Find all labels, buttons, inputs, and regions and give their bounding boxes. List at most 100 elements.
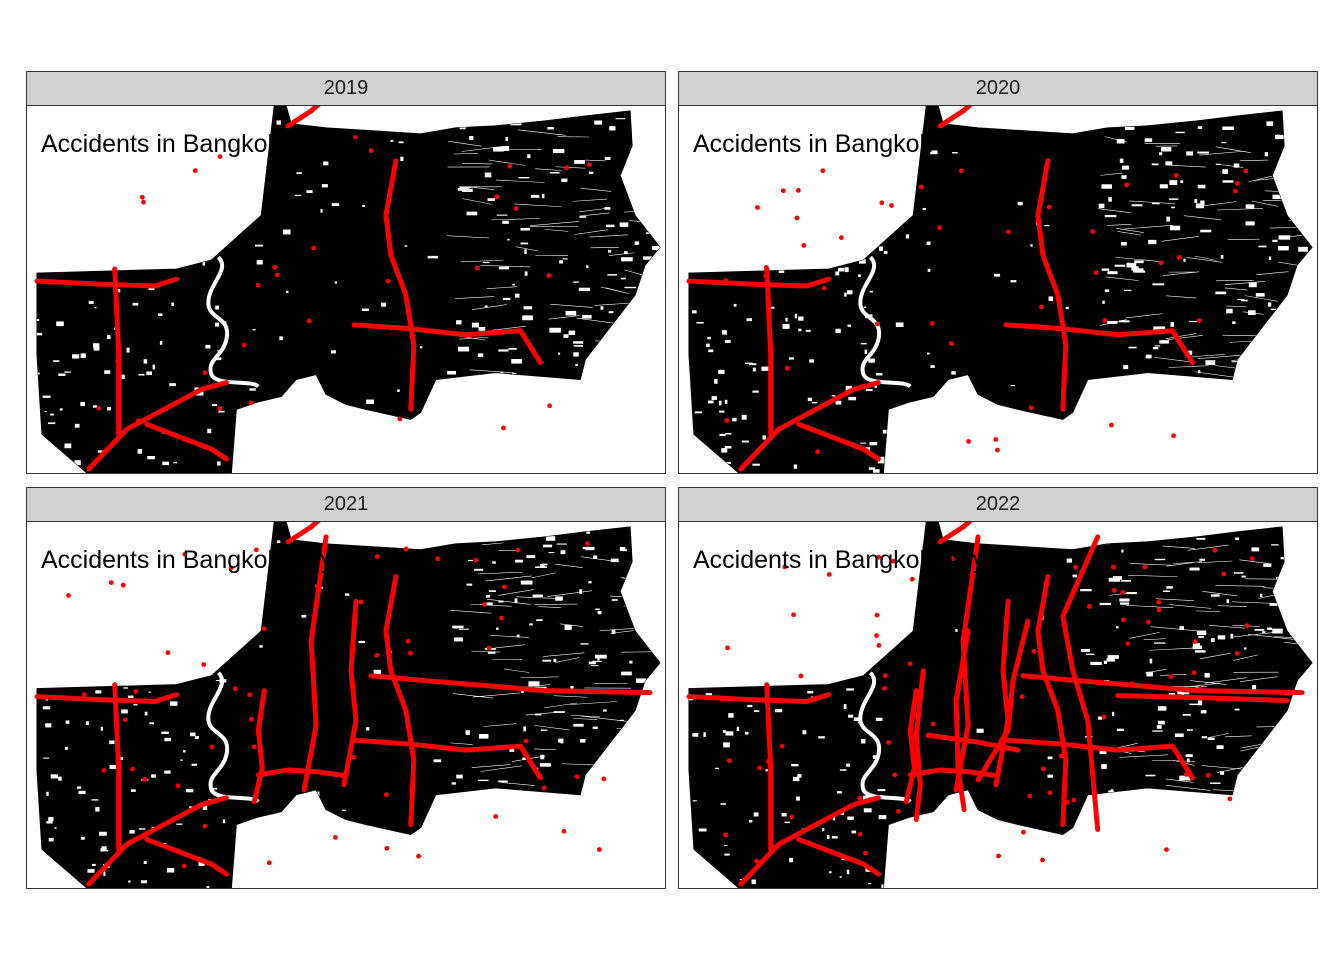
accident-point <box>202 370 208 376</box>
facet-panel-2021: 2021 Accidents in Bangkok by year <box>26 487 666 889</box>
accident-point <box>1046 204 1052 210</box>
accident-point <box>725 645 730 651</box>
accident-point <box>889 203 894 208</box>
accident-point <box>1158 260 1164 266</box>
accident-point <box>1108 422 1114 428</box>
facet-strip-2019: 2019 <box>27 72 665 106</box>
accident-point <box>374 652 380 658</box>
accident-point <box>209 744 215 750</box>
accident-point <box>1093 270 1099 275</box>
accident-point <box>115 336 121 342</box>
accident-point <box>251 744 257 750</box>
accident-point <box>1019 694 1025 700</box>
accident-point <box>523 738 529 744</box>
accident-corridor <box>34 276 180 289</box>
accident-point <box>241 342 247 348</box>
accident-point <box>130 766 135 772</box>
accident-point <box>722 832 728 838</box>
accident-point <box>1102 318 1108 323</box>
accident-point <box>311 245 316 251</box>
accident-point <box>876 643 882 648</box>
accident-corridor <box>144 836 229 877</box>
accident-corridor <box>686 692 832 705</box>
map-svg-2021 <box>34 522 661 888</box>
accident-point <box>135 418 141 424</box>
map-title: Accidents in Bangkok by year <box>41 130 369 158</box>
accident-point <box>801 243 807 248</box>
accident-point <box>874 612 880 618</box>
accident-point <box>384 845 390 851</box>
accident-point <box>838 235 844 240</box>
facet-panel-2020: 2020 Accidents in Bangkok by year <box>678 71 1318 474</box>
accident-corridor <box>383 158 417 412</box>
accident-point <box>585 541 590 547</box>
accident-point <box>1249 556 1255 561</box>
accident-point <box>876 554 882 560</box>
accident-point <box>798 673 804 679</box>
accident-point <box>416 853 421 859</box>
accident-point <box>1156 607 1162 613</box>
accident-point <box>383 792 389 798</box>
accident-point <box>596 847 602 852</box>
accident-point <box>108 580 114 585</box>
accident-corridor <box>383 574 417 827</box>
accident-point <box>918 184 924 190</box>
accident-point <box>502 584 507 590</box>
river <box>858 671 912 804</box>
river <box>858 255 912 389</box>
accident-point <box>501 425 506 431</box>
accident-point <box>1040 857 1045 863</box>
accident-point <box>115 359 121 365</box>
accident-point <box>784 365 790 371</box>
accident-point <box>515 547 521 553</box>
accident-corridor <box>285 106 321 129</box>
accident-corridor <box>341 598 359 788</box>
map-svg-2019 <box>34 106 661 473</box>
facet-strip-2022: 2022 <box>679 488 1317 522</box>
accident-point <box>1145 619 1151 625</box>
accident-point <box>821 285 827 291</box>
accident-point <box>755 205 760 210</box>
accident-point <box>314 583 320 589</box>
accident-point <box>201 662 207 667</box>
accident-corridor <box>796 421 881 462</box>
accident-corridor <box>1115 693 1290 704</box>
accident-point <box>795 188 801 193</box>
accident-point <box>1212 547 1218 553</box>
accident-point <box>1120 589 1126 595</box>
accident-point <box>547 403 552 409</box>
accident-point <box>826 572 832 577</box>
accident-corridor <box>86 380 229 472</box>
accident-point <box>763 265 769 270</box>
accident-corridor <box>1003 322 1195 366</box>
accident-corridor <box>86 795 229 887</box>
accident-point <box>333 835 338 840</box>
accident-point <box>907 661 913 667</box>
river <box>206 255 260 389</box>
accident-corridor <box>913 668 926 823</box>
map-area-2019: Accidents in Bangkok by year <box>27 106 665 473</box>
accident-point <box>882 673 888 679</box>
accident-point <box>1031 648 1037 654</box>
accident-corridor <box>351 737 543 781</box>
accident-point <box>306 318 312 324</box>
accident-point <box>1142 564 1148 570</box>
facet-year-label: 2022 <box>975 493 1021 515</box>
accident-point <box>892 772 898 778</box>
accident-point <box>142 777 148 782</box>
accident-point <box>139 194 145 200</box>
accident-point <box>1221 571 1226 577</box>
map-title: Accidents in Bangkok by year <box>41 546 369 574</box>
accident-point <box>763 273 769 279</box>
accident-corridor <box>937 522 973 545</box>
accident-point <box>133 689 139 694</box>
accident-point <box>950 556 956 561</box>
accident-point <box>122 717 128 723</box>
accident-points <box>34 522 653 887</box>
accident-point <box>274 272 280 278</box>
accident-corridor <box>1035 158 1069 412</box>
accident-point <box>397 416 403 422</box>
accident-point <box>1111 587 1117 593</box>
accident-point <box>723 277 729 283</box>
accident-point <box>115 697 121 703</box>
